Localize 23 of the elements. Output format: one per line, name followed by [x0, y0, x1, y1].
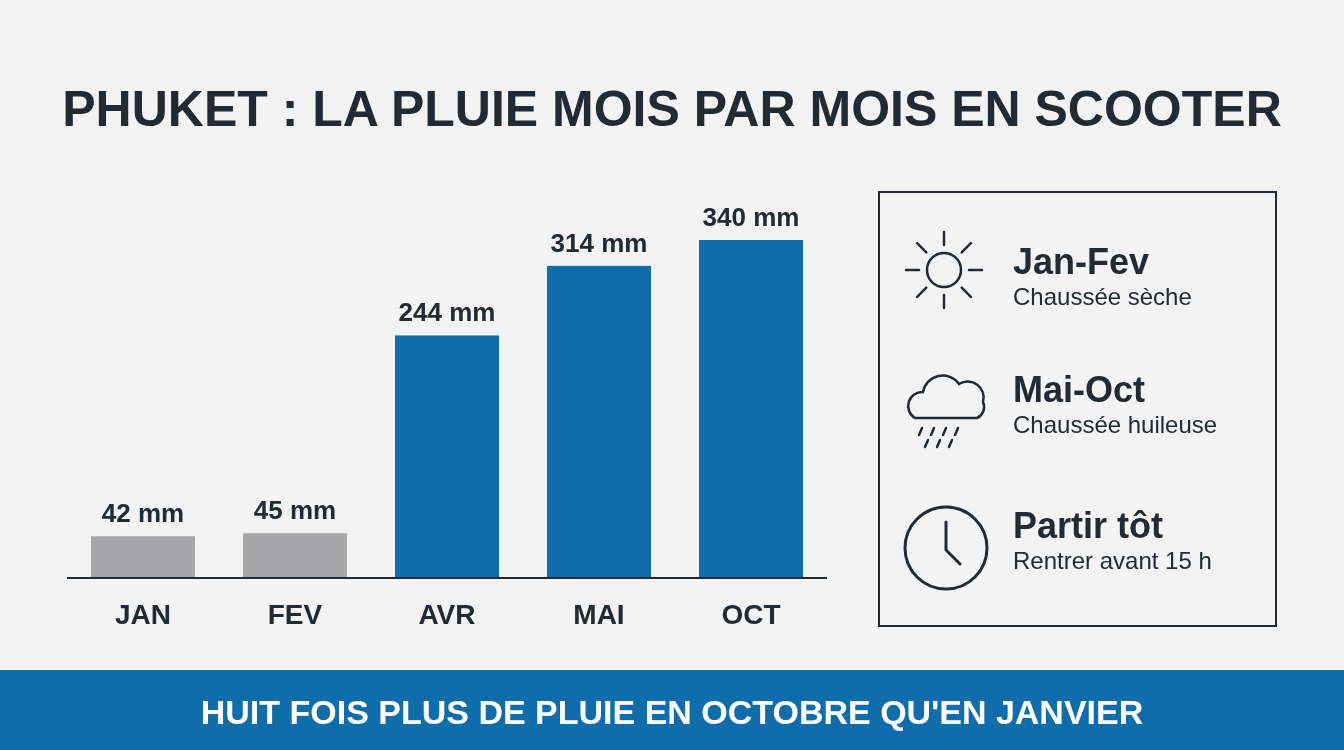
- x-tick-label: OCT: [721, 599, 781, 630]
- data-label: 340 mm: [702, 202, 800, 232]
- x-tick-label: JAN: [114, 599, 172, 630]
- text: Chaussée sèche: [1013, 283, 1192, 310]
- x-tick-label: AVR: [418, 599, 476, 630]
- bar: [395, 335, 499, 578]
- x-tick-label: MAI: [573, 599, 625, 630]
- text: Chaussée huileuse: [1013, 411, 1218, 438]
- text: Partir tôt: [1013, 505, 1164, 546]
- data-label: 244 mm: [398, 297, 496, 328]
- bar: [91, 536, 195, 578]
- text: Rentrer avant 15 h: [1013, 547, 1212, 574]
- bar: [547, 265, 651, 578]
- data-label: 42 mm: [101, 498, 185, 529]
- chart-title: PHUKET : LA PLUIE MOIS PAR MOIS EN SCOOTER: [62, 81, 1282, 137]
- data-label: 45 mm: [253, 495, 337, 526]
- text: Jan-Fev: [1013, 241, 1150, 282]
- text: HUIT FOIS PLUS DE PLUIE EN OCTOBRE QU'EN JANVIER: [200, 693, 1144, 731]
- x-tick-label: FEV: [267, 599, 323, 630]
- text: Mai-Oct: [1013, 369, 1146, 410]
- bar: [699, 240, 803, 578]
- data-label: 314 mm: [550, 227, 648, 258]
- bar: [243, 533, 347, 578]
